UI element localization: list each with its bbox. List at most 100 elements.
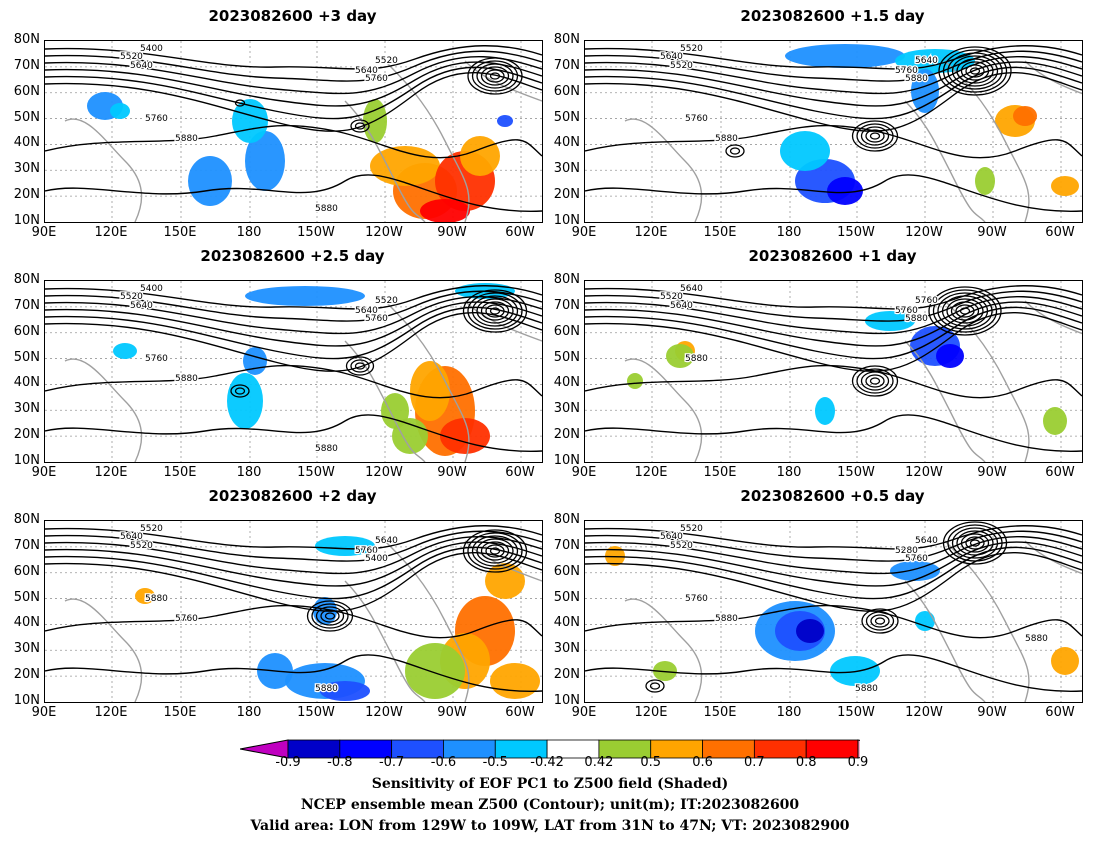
z500-low-contour xyxy=(729,147,741,155)
contour-label: 5640 xyxy=(375,536,398,546)
lat-tick-label: 80N xyxy=(13,272,40,287)
z500-low-contour xyxy=(851,120,899,152)
contour-label: 5640 xyxy=(670,301,693,311)
colorbar-tick-label: 0.8 xyxy=(795,755,817,770)
z500-contour xyxy=(585,66,1082,120)
lon-tick-label: 60W xyxy=(1045,465,1075,480)
z500-low-contour xyxy=(942,49,1008,93)
lon-tick-label: 150W xyxy=(837,225,875,240)
lat-tick-label: 40N xyxy=(553,135,580,151)
lat-tick-label: 70N xyxy=(553,297,580,313)
lat-tick-label: 20N xyxy=(13,667,40,683)
lat-tick-label: 60N xyxy=(13,323,40,339)
z500-contour xyxy=(45,530,542,562)
lat-tick-label: 40N xyxy=(553,375,580,391)
contour-label: 5760 xyxy=(355,546,378,556)
sensitivity-shade xyxy=(410,361,450,421)
z500-contour xyxy=(585,50,1082,82)
lat-tick-label: 60N xyxy=(13,83,40,99)
lat-tick-label: 50N xyxy=(553,589,580,605)
map-panel: 5520 5640 5520 5640 5280 5760 5760 5880 5880 5880 xyxy=(584,520,1083,703)
coastline xyxy=(944,300,1030,462)
map-panel: 5640 5520 5640 5760 5760 5880 5880 xyxy=(584,280,1083,463)
caption-line-3: Valid area: LON from 129W to 109W, LAT f… xyxy=(250,818,850,834)
lon-tick-label: 150W xyxy=(837,465,875,480)
coastline xyxy=(64,118,143,222)
lat-tick-label: 70N xyxy=(553,57,580,73)
lon-tick-label: 180 xyxy=(236,705,262,720)
colorbar-tick-label: -0.9 xyxy=(275,755,301,770)
contour-label: 5880 xyxy=(715,134,738,144)
colorbar-tick-label: 0.9 xyxy=(847,755,869,770)
z500-low-contour xyxy=(965,64,985,78)
contour-label: 5880 xyxy=(315,204,338,214)
sensitivity-shade xyxy=(780,131,830,171)
z500-contour xyxy=(585,61,1082,107)
sensitivity-shade xyxy=(135,588,155,604)
z500-contour xyxy=(585,290,1082,322)
sensitivity-shade xyxy=(1013,106,1037,126)
coastline xyxy=(624,118,703,222)
lat-tick-label: 30N xyxy=(13,401,40,417)
z500-low-contour xyxy=(870,614,890,628)
contour-label: 5760 xyxy=(145,354,168,364)
contour-label: 5520 xyxy=(375,56,398,66)
lat-tick-label: 40N xyxy=(13,135,40,151)
sensitivity-shade xyxy=(497,115,513,127)
lon-tick-label: 150E xyxy=(163,225,197,240)
lat-tick-label: 20N xyxy=(553,427,580,443)
caption-line-1: Sensitivity of EOF PC1 to Z500 field (Sh… xyxy=(371,776,729,792)
z500-low-contour xyxy=(315,606,345,626)
sensitivity-shade xyxy=(110,103,130,119)
lat-tick-label: 60N xyxy=(553,563,580,579)
sensitivity-shade xyxy=(243,347,267,375)
coastline xyxy=(64,358,143,462)
sensitivity-shade xyxy=(666,344,694,368)
lon-tick-label: 120E xyxy=(94,465,128,480)
sensitivity-shade xyxy=(936,344,964,368)
z500-contour xyxy=(585,530,1082,562)
contour-label: 5400 xyxy=(140,284,163,294)
sensitivity-shade xyxy=(405,643,465,699)
lon-tick-label: 120E xyxy=(634,225,668,240)
z500-contour xyxy=(45,174,542,212)
lat-tick-label: 50N xyxy=(553,349,580,365)
sensitivity-shade xyxy=(232,99,268,143)
lon-tick-label: 120W xyxy=(905,465,943,480)
lat-tick-label: 10N xyxy=(553,453,580,468)
panel-title: 2023082600 +1.5 day xyxy=(740,7,925,25)
z500-contour xyxy=(585,541,1082,587)
contour-label: 5520 xyxy=(120,292,143,302)
lon-tick-label: 150W xyxy=(297,705,335,720)
lon-tick-label: 90E xyxy=(31,225,57,240)
lat-tick-label: 20N xyxy=(553,667,580,683)
z500-low-contour xyxy=(928,286,1002,336)
lat-tick-label: 30N xyxy=(553,161,580,177)
z500-low-contour xyxy=(937,292,993,330)
lon-tick-label: 120E xyxy=(634,465,668,480)
z500-low-contour xyxy=(230,384,250,398)
contour-label: 5760 xyxy=(915,296,938,306)
lon-tick-label: 120W xyxy=(365,705,403,720)
coastline xyxy=(1024,60,1082,95)
z500-low-contour xyxy=(324,612,336,620)
z500-low-contour xyxy=(306,600,354,632)
sensitivity-shade xyxy=(827,177,863,205)
z500-contour xyxy=(585,364,1082,399)
lat-tick-label: 50N xyxy=(553,109,580,125)
lon-tick-label: 90E xyxy=(31,465,57,480)
colorbar-tick-label: -0.42 xyxy=(530,755,564,770)
contour-label: 5280 xyxy=(895,546,918,556)
sensitivity-shade xyxy=(315,536,375,556)
z500-low-contour xyxy=(489,547,501,555)
lon-tick-label: 90W xyxy=(437,225,467,240)
z500-contour xyxy=(45,541,542,587)
sensitivity-shade xyxy=(915,611,935,631)
z500-low-contour xyxy=(480,301,510,321)
contour-label: 5640 xyxy=(130,301,153,311)
sensitivity-shade xyxy=(1051,176,1079,196)
z500-low-contour xyxy=(462,529,528,573)
lon-tick-label: 90W xyxy=(977,465,1007,480)
z500-low-contour xyxy=(462,289,528,333)
